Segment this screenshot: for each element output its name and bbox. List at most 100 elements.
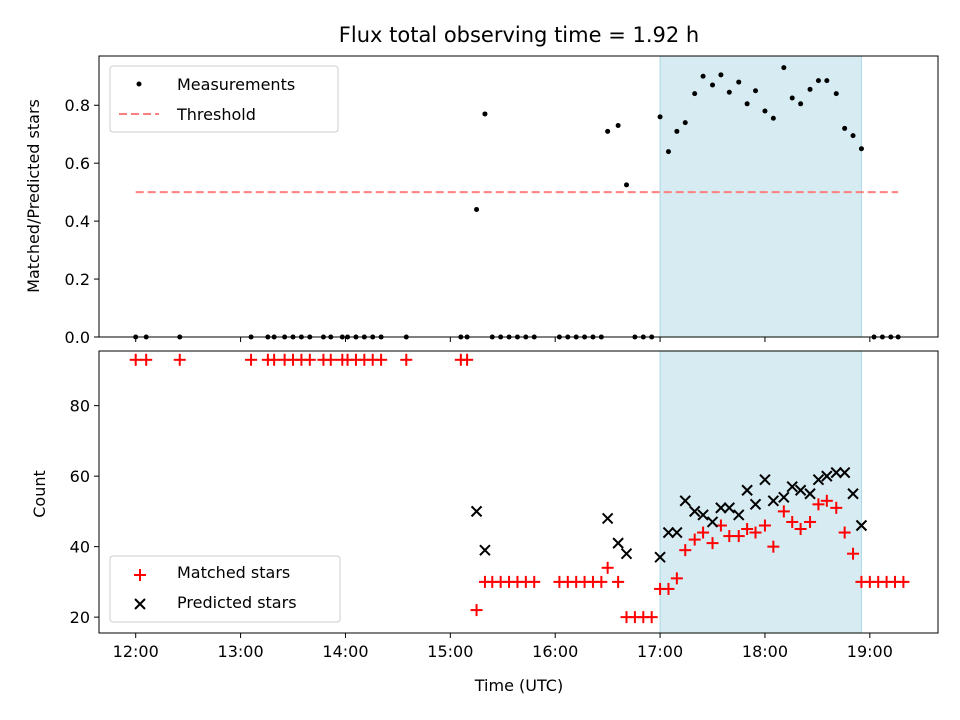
y-tick-label: 0.4: [65, 212, 90, 231]
measurement-point: [665, 149, 671, 155]
measurement-point: [605, 128, 611, 134]
legend-predicted-marker: [134, 598, 146, 610]
matched-stars-point: [741, 523, 754, 536]
predicted-stars-point: [662, 526, 675, 539]
predicted-stars-point: [794, 484, 807, 496]
measurement-point: [789, 95, 795, 101]
matched-stars-point: [679, 544, 692, 557]
counts-panel: 20 40 60 80 12:00 13:00 14:00 15:00 16:00 17:00 18…: [70, 350, 939, 661]
y-tick-label: 0.0: [65, 328, 90, 347]
matched-stars-point: [706, 537, 719, 550]
legend-threshold-label: Threshold: [176, 105, 256, 124]
measurement-point: [718, 72, 724, 78]
legend-matched-marker: [134, 569, 146, 581]
matched-stars-point: [470, 604, 483, 617]
predicted-stars-point: [821, 470, 833, 482]
measurement-point: [850, 133, 856, 139]
predicted-stars-point: [830, 466, 842, 479]
matched-stars-point: [245, 353, 258, 366]
predicted-stars-point: [671, 526, 683, 539]
matched-stars-point: [804, 515, 817, 528]
measurement-point: [482, 111, 488, 117]
y-tick-label: 0.6: [65, 154, 90, 173]
matched-stars-point: [324, 353, 337, 366]
predicted-stars-point: [759, 473, 771, 486]
measurement-point: [726, 89, 732, 95]
matched-stars-point: [767, 540, 780, 553]
predicted-stars-point: [697, 509, 709, 521]
measurement-point: [807, 86, 813, 92]
measurement-point: [624, 182, 630, 188]
matched-stars-point: [838, 526, 851, 539]
x-axis-label: Time (UTC): [474, 676, 563, 695]
matched-stars-point: [897, 575, 910, 588]
predicted-stars-point: [612, 537, 624, 549]
ratio-panel: 0.0 0.2 0.4 0.6 0.8: [65, 55, 939, 347]
predicted-stars-point: [470, 505, 483, 518]
ratio-legend: Measurements Threshold: [109, 65, 339, 133]
predicted-stars-point: [688, 505, 701, 518]
predicted-stars-point: [786, 481, 798, 493]
y-tick-label: 60: [70, 467, 90, 486]
measurement-point: [615, 123, 621, 129]
legend-measurements-marker: [136, 81, 142, 87]
predicted-stars-point: [847, 488, 859, 500]
x-tick-label: 14:00: [322, 642, 368, 661]
matched-stars-point: [749, 526, 762, 539]
matched-stars-point: [645, 611, 658, 624]
bottom-y-axis-label: Count: [30, 470, 49, 518]
legend-predicted-label: Predicted stars: [177, 593, 297, 612]
matched-stars-point: [268, 353, 281, 366]
measurement-point: [692, 91, 698, 97]
measurement-point: [674, 128, 680, 134]
measurement-point: [753, 88, 759, 94]
measurement-point: [474, 207, 480, 213]
chart-title: Flux total observing time = 1.92 h: [339, 23, 699, 47]
predicted-stars-point: [679, 495, 691, 507]
measurement-point: [657, 114, 663, 120]
measurement-point: [833, 91, 839, 97]
measurement-point: [781, 65, 787, 71]
counts-legend: Matched stars Predicted stars: [109, 555, 341, 623]
matched-stars-point: [758, 519, 771, 532]
matched-stars-point: [375, 353, 388, 366]
matched-stars-point: [732, 530, 745, 543]
predicted-stars-point: [778, 491, 790, 503]
measurement-point: [744, 101, 750, 107]
x-tick-label: 17:00: [637, 642, 683, 661]
predicted-stars-point: [855, 519, 868, 532]
predicted-stars-point: [479, 544, 491, 556]
y-tick-label: 20: [70, 608, 90, 627]
measurement-point: [736, 79, 742, 85]
measurement-point: [815, 78, 821, 84]
predicted-stars-point: [706, 516, 719, 528]
matched-stars-point: [601, 561, 614, 574]
measurement-point: [842, 125, 848, 131]
x-tick-label: 16:00: [532, 642, 578, 661]
x-tick-label: 18:00: [742, 642, 788, 661]
matched-stars-point: [794, 523, 807, 536]
predicted-stars-point: [838, 466, 851, 479]
predicted-stars-point: [620, 547, 633, 560]
predicted-stars-point: [601, 512, 614, 525]
observing-window-span: [659, 350, 862, 634]
predicted-stars-point: [715, 502, 727, 514]
predicted-stars-point: [654, 551, 666, 563]
measurement-point: [700, 73, 706, 79]
matched-stars-point: [528, 575, 541, 588]
matched-stars-point: [688, 533, 701, 546]
matched-stars-point: [847, 547, 860, 560]
x-tick-label: 12:00: [113, 642, 159, 661]
measurement-point: [824, 78, 830, 84]
y-tick-label: 0.8: [65, 96, 90, 115]
matched-stars-point: [820, 494, 833, 507]
matched-stars-point: [595, 575, 608, 588]
matched-stars-point: [697, 526, 710, 539]
measurement-point: [710, 82, 716, 88]
y-tick-label: 40: [70, 538, 90, 557]
matched-stars-point: [400, 353, 413, 366]
measurement-point: [770, 115, 776, 121]
predicted-stars-point: [767, 495, 780, 507]
y-tick-label: 0.2: [65, 270, 90, 289]
